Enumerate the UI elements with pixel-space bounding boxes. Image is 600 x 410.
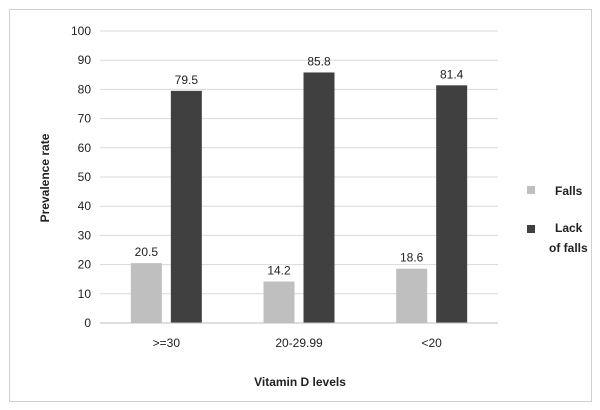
legend-label-lack-of-falls-line2: of falls — [549, 241, 588, 255]
x-tick-label-20-29-99: 20-29.99 — [275, 336, 323, 350]
bar-lack-of-falls-20-29-99 — [303, 72, 335, 324]
y-tick-label-20: 20 — [78, 258, 92, 272]
bar-lack-of-falls-30 — [170, 90, 202, 323]
data-label-lack-of-falls-20-29-99: 85.8 — [307, 54, 331, 68]
data-label-falls-20-29-99: 14.2 — [267, 264, 291, 278]
data-labels: 20.5 79.5 14.2 85.8 18.6 81.4 — [135, 54, 464, 277]
y-tick-label-70: 70 — [78, 112, 92, 126]
x-axis-ticks: >=30 20-29.99 <20 — [153, 336, 443, 350]
y-tick-label-40: 40 — [78, 199, 92, 213]
bar-falls-30 — [130, 263, 162, 323]
y-axis-title: Prevalence rate — [38, 133, 52, 222]
legend: Falls Lack of falls — [527, 184, 588, 255]
x-tick-label-20: <20 — [421, 336, 442, 350]
gridlines — [100, 30, 498, 295]
bar-falls-20-29-99 — [263, 281, 295, 323]
bar-lack-of-falls-20 — [436, 85, 468, 323]
x-axis-title: Vitamin D levels — [254, 375, 346, 389]
chart-frame — [9, 9, 592, 402]
y-axis-ticks: 0 10 20 30 40 50 60 70 80 90 100 — [71, 24, 91, 330]
data-label-falls-20: 18.6 — [400, 251, 424, 265]
y-tick-label-80: 80 — [78, 82, 92, 96]
data-label-lack-of-falls-20: 81.4 — [440, 67, 464, 81]
y-tick-label-0: 0 — [84, 316, 91, 330]
legend-swatch-falls — [527, 186, 535, 194]
legend-label-lack-of-falls: Lack of falls — [549, 221, 588, 255]
y-tick-label-100: 100 — [71, 24, 91, 38]
legend-label-falls: Falls — [555, 184, 583, 198]
y-tick-label-60: 60 — [78, 141, 92, 155]
bar-falls-20 — [396, 268, 428, 323]
y-tick-label-90: 90 — [78, 53, 92, 67]
legend-label-lack-of-falls-line1: Lack — [555, 221, 583, 235]
data-label-lack-of-falls-30: 79.5 — [175, 73, 199, 87]
y-tick-label-30: 30 — [78, 228, 92, 242]
y-tick-label-50: 50 — [78, 170, 92, 184]
legend-swatch-lack-of-falls — [527, 225, 535, 233]
y-tick-label-10: 10 — [78, 287, 92, 301]
data-label-falls-30: 20.5 — [135, 245, 159, 259]
x-tick-label-30: >=30 — [153, 336, 181, 350]
bars — [130, 72, 468, 324]
